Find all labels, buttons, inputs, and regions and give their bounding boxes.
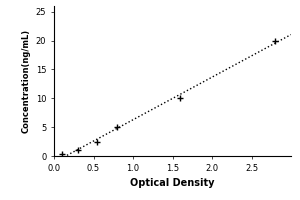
Y-axis label: Concentration(ng/mL): Concentration(ng/mL): [21, 29, 30, 133]
X-axis label: Optical Density: Optical Density: [130, 178, 215, 188]
